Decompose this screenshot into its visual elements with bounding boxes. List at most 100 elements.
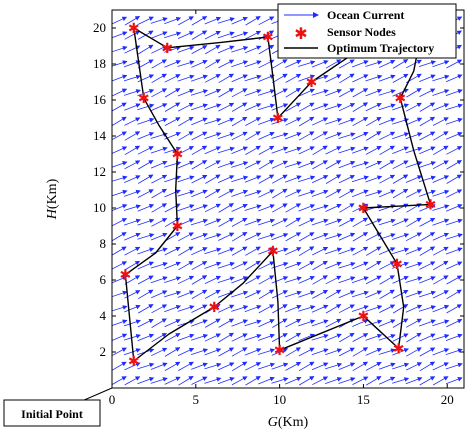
- current-arrow: [271, 377, 289, 384]
- current-arrow: [124, 131, 141, 141]
- current-arrow: [150, 160, 168, 169]
- current-arrow: [338, 160, 356, 169]
- current-arrow: [285, 117, 302, 126]
- current-arrow: [204, 218, 222, 226]
- current-arrow: [231, 175, 249, 183]
- current-arrow: [284, 146, 302, 154]
- current-arrow: [365, 74, 383, 82]
- current-arrow: [123, 218, 141, 226]
- current-arrow: [365, 60, 383, 67]
- current-arrow: [112, 347, 127, 357]
- current-arrow: [137, 377, 155, 385]
- plot-background: [112, 10, 464, 388]
- current-arrow: [257, 233, 276, 240]
- current-arrow: [245, 117, 262, 126]
- current-arrow: [177, 74, 195, 82]
- legend-entry-trajectory: Optimum Trajectory: [327, 41, 434, 55]
- current-arrow: [352, 189, 369, 198]
- current-arrow: [365, 260, 382, 271]
- current-arrow: [365, 189, 383, 197]
- current-arrow: [419, 261, 436, 270]
- current-arrow: [419, 347, 436, 357]
- current-arrow: [392, 174, 409, 184]
- current-arrow: [432, 246, 449, 256]
- current-arrow: [351, 276, 369, 284]
- current-arrow: [137, 304, 154, 314]
- current-arrow: [177, 88, 195, 97]
- current-arrow: [406, 347, 422, 357]
- current-arrow: [432, 362, 449, 371]
- current-arrow: [432, 60, 450, 68]
- current-arrow: [205, 59, 221, 69]
- current-arrow: [419, 88, 436, 97]
- current-arrow: [112, 16, 128, 25]
- initial-point-label: Initial Point: [21, 407, 83, 421]
- current-arrow: [365, 88, 383, 97]
- current-arrow: [419, 333, 436, 342]
- current-arrow: [137, 117, 155, 125]
- current-arrow: [177, 45, 195, 53]
- current-arrow: [204, 44, 221, 55]
- current-arrow: [218, 102, 235, 112]
- current-arrow: [151, 188, 167, 199]
- legend: Ocean Current ✱ Sensor Nodes Optimum Tra…: [277, 3, 457, 59]
- current-arrow: [177, 290, 195, 298]
- current-arrow: [137, 362, 155, 370]
- current-arrow: [338, 175, 356, 184]
- current-arrow: [324, 362, 343, 370]
- current-arrow: [217, 161, 235, 168]
- current-arrow: [204, 377, 222, 384]
- current-arrow: [405, 232, 423, 242]
- current-arrow: [123, 189, 141, 197]
- current-arrow: [325, 59, 342, 69]
- current-arrow: [231, 361, 248, 372]
- current-arrow: [151, 318, 167, 328]
- current-arrow: [446, 189, 463, 198]
- current-arrow: [244, 232, 262, 241]
- current-arrow: [231, 333, 248, 342]
- current-arrow: [338, 117, 356, 125]
- current-arrow: [177, 218, 195, 227]
- current-arrow: [392, 233, 410, 240]
- current-arrow: [245, 376, 261, 386]
- current-arrow: [285, 319, 302, 328]
- current-arrow: [137, 160, 154, 170]
- current-arrow: [298, 276, 315, 284]
- current-arrow: [405, 376, 423, 385]
- current-arrow: [177, 189, 195, 197]
- current-arrow: [433, 275, 449, 285]
- sensor-node: ✱: [172, 147, 184, 163]
- current-arrow: [178, 361, 194, 371]
- current-arrow: [311, 232, 329, 241]
- current-arrow: [432, 189, 450, 197]
- current-arrow: [392, 275, 409, 284]
- current-arrow: [325, 174, 342, 184]
- current-arrow: [204, 88, 222, 97]
- current-arrow: [112, 376, 127, 386]
- current-arrow: [338, 103, 356, 112]
- current-arrow: [432, 204, 450, 211]
- current-arrow: [432, 376, 449, 386]
- sensor-node: ✱: [262, 30, 274, 46]
- current-arrow: [324, 233, 343, 240]
- current-arrow: [244, 333, 262, 341]
- current-arrow: [257, 103, 276, 111]
- current-arrow: [312, 376, 329, 386]
- current-arrow: [164, 45, 182, 53]
- current-arrow: [164, 305, 182, 313]
- y-axis-label: H(Km): [45, 178, 60, 220]
- current-arrow: [311, 362, 329, 371]
- current-arrow: [137, 89, 155, 97]
- current-arrow: [245, 260, 261, 271]
- current-arrow: [325, 146, 342, 155]
- current-arrow: [164, 247, 181, 256]
- legend-entry-nodes: Sensor Nodes: [327, 25, 396, 39]
- current-arrow: [191, 45, 208, 54]
- current-arrow: [432, 218, 450, 226]
- current-arrow: [378, 117, 396, 126]
- current-arrow: [137, 319, 154, 328]
- current-arrow: [177, 305, 195, 312]
- current-arrow: [164, 189, 181, 198]
- legend-entry-current: Ocean Current: [327, 8, 404, 22]
- current-arrow: [217, 377, 235, 385]
